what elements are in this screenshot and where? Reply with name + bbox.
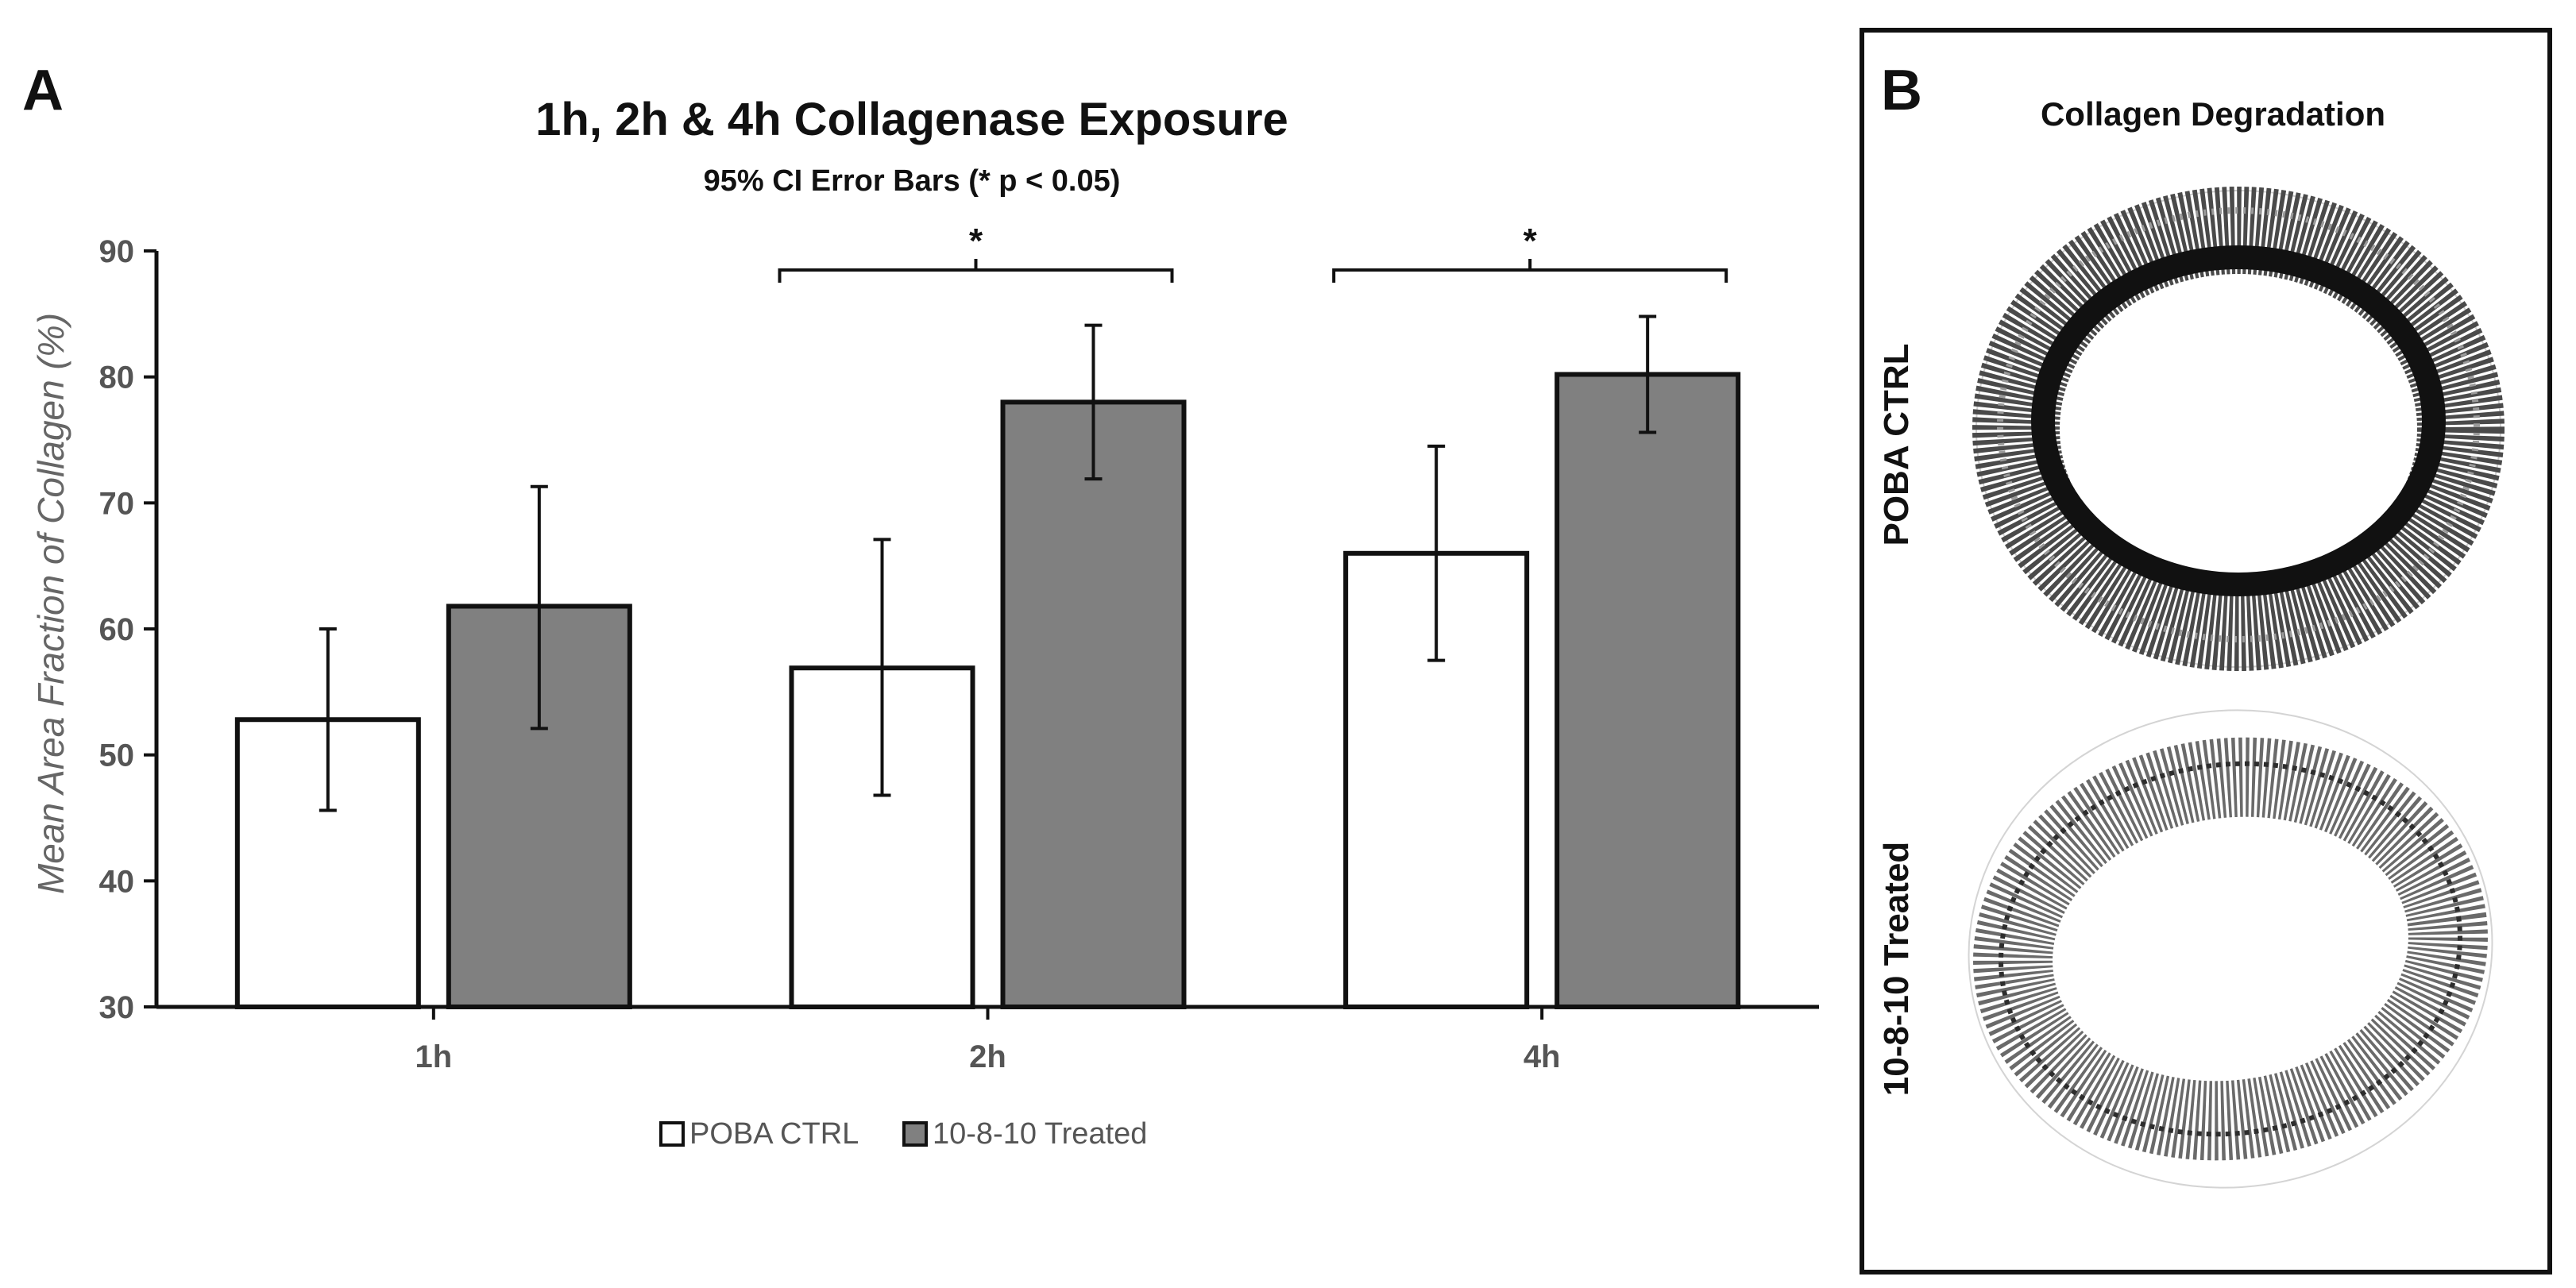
row-label-treated: 10-8-10 Treated <box>1877 842 1916 1096</box>
y-axis-label: Mean Area Fraction of Collagen (%) <box>30 313 71 894</box>
panel-a-letter: A <box>22 59 64 122</box>
poba-ctrl-vessel-image <box>1972 187 2505 671</box>
legend-label-poba: POBA CTRL <box>689 1117 859 1151</box>
bar-chart: 30 40 50 60 70 80 90 1h 2h * 4h * <box>99 222 1819 1074</box>
x-tick-label: 2h <box>969 1039 1006 1074</box>
panel-b-title: Collagen Degradation <box>2041 95 2385 133</box>
bar-treated <box>1554 372 1741 1009</box>
significance-star: * <box>1524 222 1538 260</box>
y-tick-label: 30 <box>99 990 135 1025</box>
panel-b-letter: B <box>1881 59 1922 122</box>
row-label-poba: POBA CTRL <box>1877 343 1916 546</box>
chart-subtitle: 95% CI Error Bars (* p < 0.05) <box>704 164 1121 198</box>
y-tick-label: 90 <box>99 234 135 269</box>
bar-treated <box>1000 399 1187 1009</box>
chart-title: 1h, 2h & 4h Collagenase Exposure <box>535 94 1288 145</box>
significance-bracket <box>778 259 1174 283</box>
y-tick-label: 70 <box>99 486 135 521</box>
legend-swatch-treated <box>902 1121 928 1147</box>
y-tick-label: 80 <box>99 361 135 395</box>
y-tick-label: 60 <box>99 612 135 647</box>
x-tick-label: 1h <box>415 1039 452 1074</box>
y-tick-label: 50 <box>99 738 135 773</box>
treated-vessel-image <box>1968 709 2493 1189</box>
y-tick-label: 40 <box>99 864 135 899</box>
significance-bracket <box>1332 259 1728 283</box>
x-tick-label: 4h <box>1524 1039 1561 1074</box>
panel-b-frame <box>1860 28 2552 1275</box>
legend-swatch-poba <box>659 1121 685 1147</box>
bar-treated <box>446 604 632 1009</box>
legend: POBA CTRL 10-8-10 Treated <box>659 1117 1147 1151</box>
significance-star: * <box>969 222 983 260</box>
panel-b: B Collagen Degradation POBA CTRL 10-8-10… <box>1860 28 2552 1275</box>
legend-label-treated: 10-8-10 Treated <box>933 1117 1147 1151</box>
